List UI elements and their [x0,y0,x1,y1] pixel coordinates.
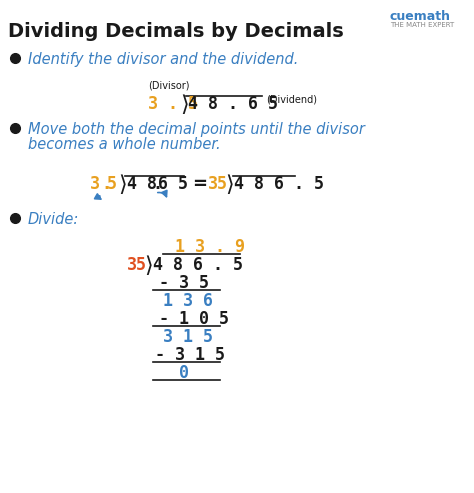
Text: Dividing Decimals by Decimals: Dividing Decimals by Decimals [8,22,344,41]
Text: =: = [192,175,207,193]
Text: cuemath: cuemath [390,10,451,23]
Text: (Divisor): (Divisor) [148,81,190,91]
Text: 35: 35 [127,256,147,274]
Text: ⟩: ⟩ [225,175,234,195]
Text: - 3 1 5: - 3 1 5 [155,346,225,364]
Text: 35: 35 [208,175,228,193]
Text: ⟩: ⟩ [144,256,153,276]
Text: Divide:: Divide: [28,212,79,227]
Text: 3: 3 [90,175,100,193]
Text: 5: 5 [107,175,117,193]
Text: 3 . 5: 3 . 5 [148,95,198,113]
Text: 6 5: 6 5 [158,175,188,193]
Text: 4 8 6 . 5: 4 8 6 . 5 [153,256,243,274]
Text: - 3 5: - 3 5 [159,274,209,292]
Text: 1 3 . 9: 1 3 . 9 [175,238,245,256]
Text: 4 8 6 . 5: 4 8 6 . 5 [234,175,324,193]
Text: Move both the decimal points until the divisor: Move both the decimal points until the d… [28,122,365,137]
Text: (Dividend): (Dividend) [266,95,317,105]
Text: Identify the divisor and the dividend.: Identify the divisor and the dividend. [28,52,298,67]
Text: becomes a whole number.: becomes a whole number. [28,137,220,152]
Text: 4 8 . 6 5: 4 8 . 6 5 [188,95,278,113]
Text: ⟩: ⟩ [180,95,189,115]
Text: 1 3 6: 1 3 6 [163,292,213,310]
Text: THE MATH EXPERT: THE MATH EXPERT [390,22,454,28]
Text: .: . [152,175,162,193]
Text: - 1 0 5: - 1 0 5 [159,310,229,328]
Text: .: . [101,175,111,193]
Text: 0: 0 [179,364,189,382]
Text: 4 8: 4 8 [127,175,157,193]
Text: 3 1 5: 3 1 5 [163,328,213,346]
Text: ⟩: ⟩ [118,175,127,195]
